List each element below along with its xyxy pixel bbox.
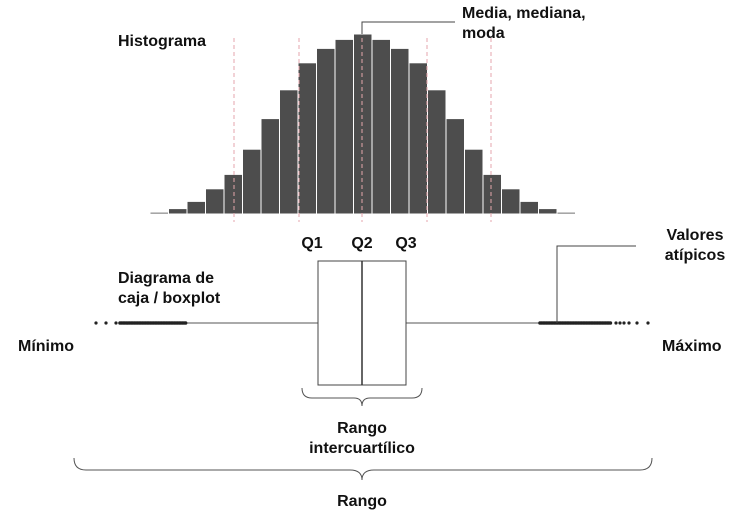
outliers-left — [94, 321, 188, 325]
outlier-point — [114, 321, 118, 325]
outlier-point — [627, 321, 631, 325]
maximum-label: Máximo — [662, 338, 722, 355]
histogram-bar — [556, 211, 576, 215]
histogram-bar — [242, 148, 262, 215]
range-label: Rango — [337, 493, 387, 510]
iqr-label-line1: Rango — [337, 420, 387, 437]
histogram-label: Histograma — [118, 33, 207, 50]
minimum-label: Mínimo — [18, 338, 74, 355]
outlier-point — [646, 321, 650, 325]
outliers-right — [538, 321, 650, 325]
iqr-label: Rango intercuartílico — [282, 419, 442, 459]
histogram-bar — [538, 208, 558, 215]
histogram-bar — [519, 200, 539, 215]
outlier-point — [614, 321, 618, 325]
boxplot-label-line2: caja / boxplot — [118, 290, 221, 307]
histogram-bar — [482, 173, 502, 215]
mean-label-line1: Media, mediana, — [462, 5, 586, 22]
histogram-bar — [186, 200, 206, 215]
outliers-callout-line — [556, 245, 636, 323]
iqr-brace — [301, 387, 423, 407]
outliers-label-line1: Valores — [666, 227, 724, 244]
outlier-point — [94, 321, 98, 325]
q3-label: Q3 — [395, 235, 417, 252]
outlier-point — [622, 321, 626, 325]
histogram-bar — [149, 211, 169, 215]
histogram-bar — [427, 89, 447, 215]
histogram-bar — [464, 148, 484, 215]
histogram-bar — [279, 89, 299, 215]
histogram-bars — [149, 33, 576, 215]
histogram-bar — [445, 118, 465, 215]
outlier-point — [183, 321, 188, 325]
q2-label: Q2 — [351, 235, 373, 252]
q1-label: Q1 — [301, 235, 323, 252]
histogram-bar — [260, 118, 280, 215]
range-brace — [73, 457, 653, 481]
boxplot-label-line1: Diagrama de — [118, 270, 215, 287]
histogram-bar — [353, 33, 373, 215]
histogram-bar — [501, 188, 521, 215]
histogram-bar — [223, 173, 243, 215]
histogram-bar — [316, 47, 336, 215]
histogram-bar — [205, 188, 225, 215]
histogram-bar — [168, 208, 188, 215]
outlier-point — [608, 321, 613, 325]
outliers-label-line2: atípicos — [664, 247, 726, 264]
histogram-bar — [297, 62, 317, 215]
histogram-bar — [390, 47, 410, 215]
boxplot-label: Diagrama de caja / boxplot — [118, 269, 220, 309]
iqr-label-line2: intercuartílico — [309, 440, 415, 457]
outliers-label: Valores atípicos — [640, 226, 749, 266]
mean-label-line2: moda — [462, 25, 505, 42]
outlier-point — [635, 321, 639, 325]
histogram-bar — [334, 38, 354, 215]
histogram-bar — [371, 38, 391, 215]
mean-median-mode-label: Media, mediana, moda — [462, 4, 586, 44]
outlier-point — [618, 321, 622, 325]
histogram-bar — [408, 62, 428, 215]
mean-callout-line — [361, 21, 455, 34]
outlier-point — [104, 321, 108, 325]
